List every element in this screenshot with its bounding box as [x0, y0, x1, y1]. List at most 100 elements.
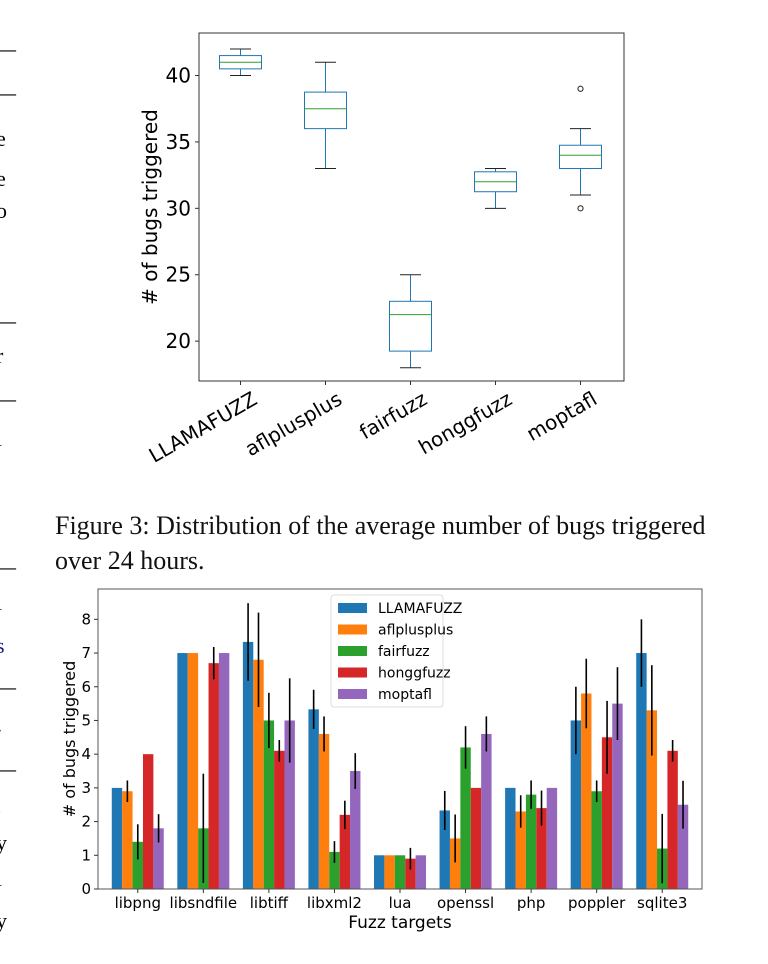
y-tick-label: 7: [81, 644, 91, 662]
margin-text-fragment: l: [0, 428, 2, 450]
legend-swatch: [338, 624, 367, 635]
box-moptafl: [559, 85, 602, 212]
bar-fairfuzz-lua: [394, 855, 406, 889]
outlier-point: [577, 205, 584, 212]
bar-aflplusplus-libtiff: [253, 659, 264, 889]
boxplot-y-axis-label: # of bugs triggered: [138, 109, 162, 305]
legend-swatch: [338, 689, 367, 699]
iqr-box: [559, 144, 602, 169]
margin-text-fragment: e: [0, 166, 6, 191]
y-tick-label: 30: [166, 196, 191, 220]
legend-label: LLAMAFUZZ: [378, 601, 462, 617]
legend: LLAMAFUZZ aflplusplus fairfuzz honggfuzz mop…: [330, 594, 462, 708]
margin-text-fragment: .: [0, 518, 2, 540]
x-tick-label: sqlite3: [637, 894, 687, 912]
bar-llamafuzz-libtiff: [242, 641, 254, 889]
margin-text-fragment: y: [0, 908, 7, 933]
margin-text-fragment: -: [0, 718, 1, 740]
bar-moptafl-libxml2: [350, 771, 361, 889]
x-tick-label: lua: [389, 894, 412, 912]
box-aflplusplus: [304, 61, 347, 169]
bar-honggfuzz-php: [536, 808, 547, 889]
iqr-box: [389, 300, 432, 352]
bar-aflplusplus-poppler: [581, 693, 592, 889]
margin-text-fragment: —: [0, 758, 16, 780]
margin-text-fragment: —: [0, 556, 16, 578]
margin-text-fragment: o: [0, 198, 7, 223]
bar-honggfuzz-poppler: [601, 737, 613, 889]
x-tick-label: libtiff: [250, 894, 289, 912]
x-tick-label: libsndfile: [170, 894, 238, 912]
x-tick-label: php: [517, 894, 546, 912]
y-tick-label: 6: [81, 678, 91, 696]
bar-moptafl-poppler: [612, 703, 623, 889]
bar-fairfuzz-libsndfile: [198, 828, 209, 889]
iqr-box: [304, 91, 347, 130]
margin-text-fragment: r: [0, 345, 3, 367]
box-fairfuzz: [389, 274, 432, 369]
margin-text-fragment: l: [0, 592, 2, 614]
margin-text-fragment: .: [0, 478, 2, 500]
margin-text-fragment: —: [0, 388, 16, 410]
y-tick-label: 1: [81, 846, 91, 864]
x-tick-label: libxml2: [307, 894, 362, 912]
legend-swatch: [338, 646, 367, 656]
bar-aflplusplus-sqlite3: [646, 710, 658, 889]
y-tick-label: 2: [81, 813, 91, 831]
x-tick-label: honggfuzz: [414, 387, 516, 460]
bar-aflplusplus-libxml2: [318, 733, 330, 889]
x-tick-label: libpng: [115, 894, 161, 912]
y-tick-label: 4: [81, 745, 91, 763]
x-tick-label: poppler: [568, 894, 626, 912]
bar-llamafuzz-sqlite3: [636, 653, 647, 889]
bar-aflplusplus-lua: [384, 855, 395, 889]
bar-llamafuzz-poppler: [570, 720, 582, 889]
bar-fairfuzz-openssl: [460, 747, 471, 889]
bar-moptafl-libsndfile: [218, 653, 230, 889]
margin-text-fragment: ,: [0, 795, 2, 817]
bar-honggfuzz-lua: [405, 858, 416, 889]
bar-moptafl-libpng: [153, 828, 164, 889]
legend-label: fairfuzz: [378, 644, 430, 660]
bar-aflplusplus-libpng: [122, 791, 133, 889]
bar-fairfuzz-libtiff: [263, 720, 275, 889]
bar-fairfuzz-poppler: [591, 791, 602, 889]
bar-chart-y-axis-label: # of bugs triggered: [60, 661, 79, 818]
margin-text-fragment: e: [0, 126, 6, 151]
box-honggfuzz: [474, 167, 517, 209]
bar-fairfuzz-libpng: [132, 841, 143, 889]
y-tick-label: 35: [166, 130, 191, 154]
margin-text-fragment: —: [0, 676, 16, 698]
legend-swatch: [338, 667, 367, 678]
y-tick-label: 3: [81, 779, 91, 797]
legend-label: honggfuzz: [378, 666, 451, 682]
bar-fairfuzz-libxml2: [329, 851, 340, 889]
bar-honggfuzz-sqlite3: [667, 750, 678, 889]
x-tick-label: moptafl: [522, 387, 601, 446]
bar-honggfuzz-openssl: [470, 787, 482, 889]
legend-label: aflplusplus: [378, 623, 453, 639]
bar-llamafuzz-php: [505, 787, 516, 889]
boxplot-axes-frame: [198, 32, 625, 382]
margin-text-fragment: —: [0, 310, 16, 332]
y-tick-label: 8: [81, 610, 91, 628]
margin-text-fragment: —: [0, 82, 16, 104]
bar-moptafl-libtiff: [284, 720, 295, 889]
bar-moptafl-sqlite3: [677, 804, 689, 889]
bar-honggfuzz-libsndfile: [208, 663, 219, 889]
bar-chart-x-axis-label: Fuzz targets: [348, 913, 452, 933]
bar-moptafl-php: [546, 787, 558, 889]
bar-llamafuzz-lua: [374, 855, 385, 889]
margin-text-fragment: —: [0, 38, 16, 60]
x-tick-label: LLAMAFUZZ: [145, 387, 261, 468]
bar-honggfuzz-libpng: [142, 754, 154, 889]
bar-llamafuzz-libxml2: [308, 709, 319, 889]
legend-label: moptafl: [378, 687, 432, 703]
bar-llamafuzz-openssl: [439, 810, 450, 889]
bar-moptafl-openssl: [481, 733, 492, 889]
bar-llamafuzz-libpng: [111, 787, 123, 889]
bar-llamafuzz-libsndfile: [177, 653, 188, 889]
margin-text-fragment: s: [0, 633, 5, 658]
y-tick-label: 20: [166, 329, 191, 353]
figure-caption: Figure 3: Distribution of the average nu…: [55, 511, 706, 575]
